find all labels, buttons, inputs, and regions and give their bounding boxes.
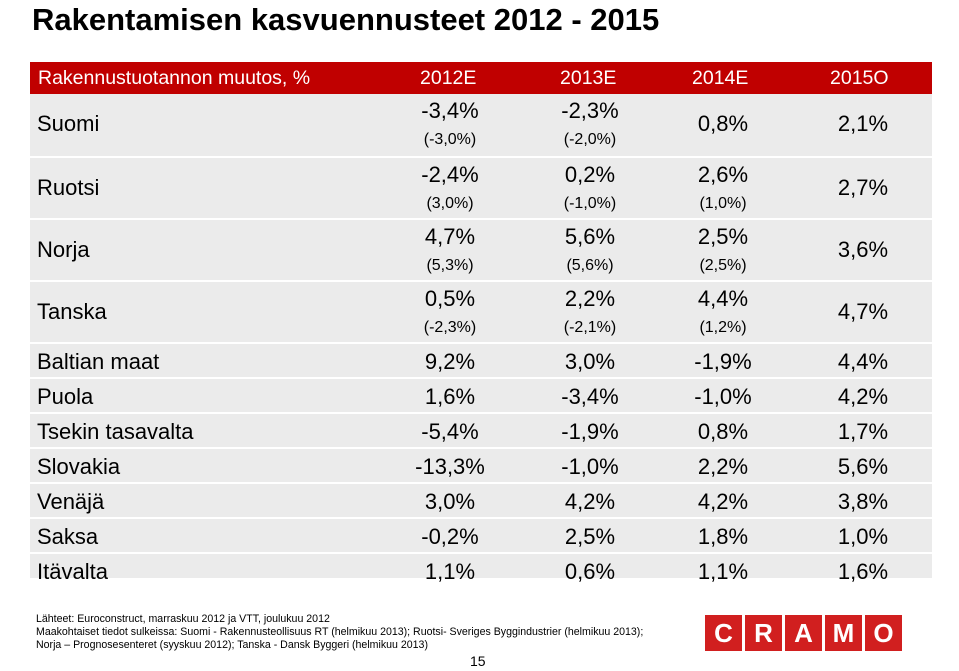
forecast-value: 1,6% bbox=[837, 559, 889, 584]
table-row: Itävalta 1,1% 0,6% 1,1% 1,6% bbox=[30, 552, 932, 589]
forecast-value: 1,6% bbox=[424, 384, 476, 409]
forecast-value: 1,8% bbox=[697, 524, 749, 549]
forecast-value: -5,4% bbox=[421, 419, 479, 444]
forecast-value: 3,0% bbox=[424, 489, 476, 514]
logo-letter: C bbox=[705, 615, 742, 651]
forecast-value: -1,9% bbox=[561, 419, 619, 444]
source-line: Lähteet: Euroconstruct, marraskuu 2012 j… bbox=[36, 613, 330, 625]
header-label: Rakennustuotannon muutos, % bbox=[38, 67, 311, 89]
table-row: Suomi -3,4% (-3,0%) -2,3% (-2,0%) 0,8% 2,1% bbox=[30, 94, 932, 156]
country-name: Venäjä bbox=[37, 489, 105, 514]
forecast-value: 0,2% bbox=[564, 162, 616, 187]
country-name: Tanska bbox=[37, 299, 107, 324]
forecast-value: 4,2% bbox=[837, 384, 889, 409]
country-name: Ruotsi bbox=[37, 175, 100, 200]
table-row: Tsekin tasavalta -5,4% -1,9% 0,8% 1,7% bbox=[30, 412, 932, 449]
table-row: Norja 4,7% (5,3%) 5,6% (5,6%) 2,5% (2,5%) 3,6% bbox=[30, 218, 932, 282]
table-row: Venäjä 3,0% 4,2% 4,2% 3,8% bbox=[30, 482, 932, 519]
forecast-value: 5,6% bbox=[837, 454, 889, 479]
header-col-2012: 2012E bbox=[420, 67, 477, 89]
table-row: Baltian maat 9,2% 3,0% -1,9% 4,4% bbox=[30, 342, 932, 379]
country-name: Saksa bbox=[37, 524, 99, 549]
forecast-value: 2,5% bbox=[697, 224, 749, 249]
forecast-value: 4,2% bbox=[564, 489, 616, 514]
forecast-value: 0,8% bbox=[697, 111, 749, 136]
forecast-value: 4,4% bbox=[697, 286, 749, 311]
national-forecast-value: (-1,0%) bbox=[563, 195, 617, 212]
header-col-2013: 2013E bbox=[560, 67, 617, 89]
forecast-value: 3,0% bbox=[564, 349, 616, 374]
logo-letter: R bbox=[745, 615, 782, 651]
country-name: Slovakia bbox=[37, 454, 121, 479]
table-row: Puola 1,6% -3,4% -1,0% 4,2% bbox=[30, 377, 932, 414]
country-name: Itävalta bbox=[37, 559, 108, 584]
header-col-2014: 2014E bbox=[692, 67, 749, 89]
table-row: Ruotsi -2,4% (3,0%) 0,2% (-1,0%) 2,6% (1,0%) 2,… bbox=[30, 156, 932, 220]
forecast-value: 4,2% bbox=[697, 489, 749, 514]
forecast-value: 2,6% bbox=[697, 162, 749, 187]
national-forecast-value: (5,6%) bbox=[566, 257, 614, 274]
source-line: Norja – Prognosesenteret (syyskuu 2012);… bbox=[36, 639, 428, 651]
national-forecast-value: (1,0%) bbox=[699, 195, 747, 212]
forecast-value: 3,6% bbox=[837, 237, 889, 262]
header-col-2015: 2015O bbox=[830, 67, 889, 89]
forecast-value: 0,6% bbox=[564, 559, 616, 584]
forecast-value: 2,7% bbox=[837, 175, 889, 200]
forecast-value: 2,1% bbox=[837, 111, 889, 136]
page-number: 15 bbox=[470, 653, 486, 669]
national-forecast-value: (-2,1%) bbox=[563, 319, 617, 336]
forecast-value: -1,0% bbox=[561, 454, 619, 479]
national-forecast-value: (1,2%) bbox=[699, 319, 747, 336]
country-name: Norja bbox=[37, 237, 90, 262]
cramo-logo: C R A M O bbox=[705, 615, 902, 651]
forecast-value: 5,6% bbox=[564, 224, 616, 249]
forecast-value: 3,8% bbox=[837, 489, 889, 514]
page-title: Rakentamisen kasvuennusteet 2012 - 2015 bbox=[32, 2, 660, 37]
logo-letter: O bbox=[865, 615, 902, 651]
table-header: Rakennustuotannon muutos, % 2012E 2013E … bbox=[30, 62, 932, 94]
forecast-value: -3,4% bbox=[421, 98, 479, 123]
sources-note: Lähteet: Euroconstruct, marraskuu 2012 j… bbox=[36, 613, 643, 652]
forecast-table: Suomi -3,4% (-3,0%) -2,3% (-2,0%) 0,8% 2,1% Ruo… bbox=[30, 94, 932, 584]
national-forecast-value: (-2,3%) bbox=[423, 319, 477, 336]
country-name: Tsekin tasavalta bbox=[37, 419, 194, 444]
forecast-value: 4,7% bbox=[837, 299, 889, 324]
forecast-value: -1,9% bbox=[694, 349, 752, 374]
source-line: Maakohtaiset tiedot sulkeissa: Suomi - R… bbox=[36, 626, 644, 638]
logo-letter: A bbox=[785, 615, 822, 651]
forecast-value: -0,2% bbox=[421, 524, 479, 549]
forecast-value: 2,2% bbox=[697, 454, 749, 479]
country-name: Suomi bbox=[37, 111, 100, 136]
forecast-value: 1,7% bbox=[837, 419, 889, 444]
forecast-value: 0,5% bbox=[424, 286, 476, 311]
forecast-value: -2,3% bbox=[561, 98, 619, 123]
forecast-value: 2,2% bbox=[564, 286, 616, 311]
forecast-value: -1,0% bbox=[694, 384, 752, 409]
forecast-value: 0,8% bbox=[697, 419, 749, 444]
table-row: Tanska 0,5% (-2,3%) 2,2% (-2,1%) 4,4% (1,2%) 4,… bbox=[30, 280, 932, 344]
forecast-value: -2,4% bbox=[421, 162, 479, 187]
country-name: Baltian maat bbox=[37, 349, 160, 374]
table-row: Saksa -0,2% 2,5% 1,8% 1,0% bbox=[30, 517, 932, 554]
forecast-value: 2,5% bbox=[564, 524, 616, 549]
forecast-value: 1,0% bbox=[837, 524, 889, 549]
country-name: Puola bbox=[37, 384, 94, 409]
national-forecast-value: (5,3%) bbox=[426, 257, 474, 274]
forecast-value: -3,4% bbox=[561, 384, 619, 409]
forecast-value: 4,4% bbox=[837, 349, 889, 374]
table-row: Slovakia -13,3% -1,0% 2,2% 5,6% bbox=[30, 447, 932, 484]
forecast-value: -13,3% bbox=[415, 454, 485, 479]
national-forecast-value: (3,0%) bbox=[426, 195, 474, 212]
national-forecast-value: (2,5%) bbox=[699, 257, 747, 274]
forecast-value: 1,1% bbox=[424, 559, 476, 584]
logo-letter: M bbox=[825, 615, 862, 651]
forecast-value: 4,7% bbox=[424, 224, 476, 249]
national-forecast-value: (-3,0%) bbox=[423, 131, 477, 148]
forecast-value: 9,2% bbox=[424, 349, 476, 374]
national-forecast-value: (-2,0%) bbox=[563, 131, 617, 148]
forecast-value: 1,1% bbox=[697, 559, 749, 584]
